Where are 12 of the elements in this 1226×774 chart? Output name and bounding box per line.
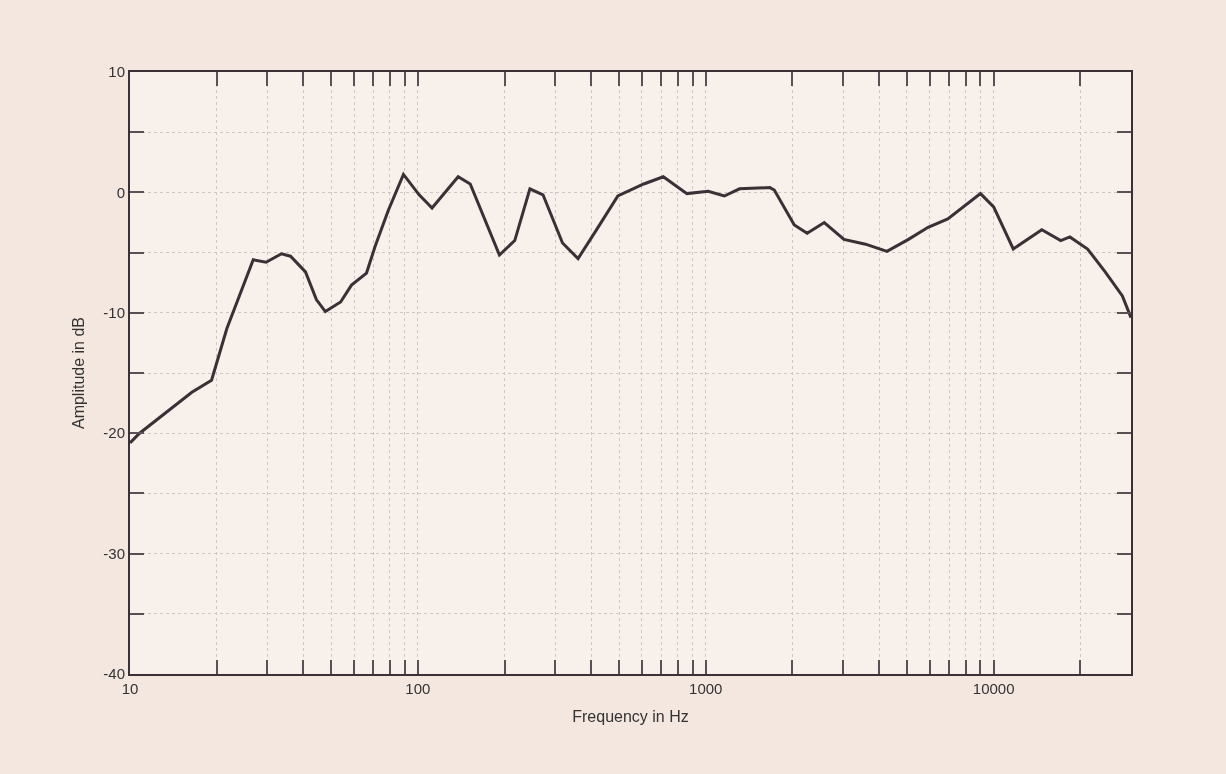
y-tick-label: -20	[103, 424, 125, 442]
x-tick-label: 1000	[689, 680, 723, 697]
y-axis-title: Amplitude in dB	[69, 316, 87, 430]
y-tick-label: -30	[103, 544, 125, 562]
y-tick-label: 10	[108, 63, 125, 81]
y-tick-label: -40	[103, 665, 125, 683]
x-tick-label: 100	[405, 680, 431, 697]
x-tick-label: 10000	[972, 680, 1015, 697]
y-tick-label: 0	[116, 183, 125, 201]
x-tick-label: 10	[121, 680, 139, 697]
y-tick-label: -10	[103, 304, 125, 322]
x-axis-title: Frequency in Hz	[572, 708, 689, 726]
